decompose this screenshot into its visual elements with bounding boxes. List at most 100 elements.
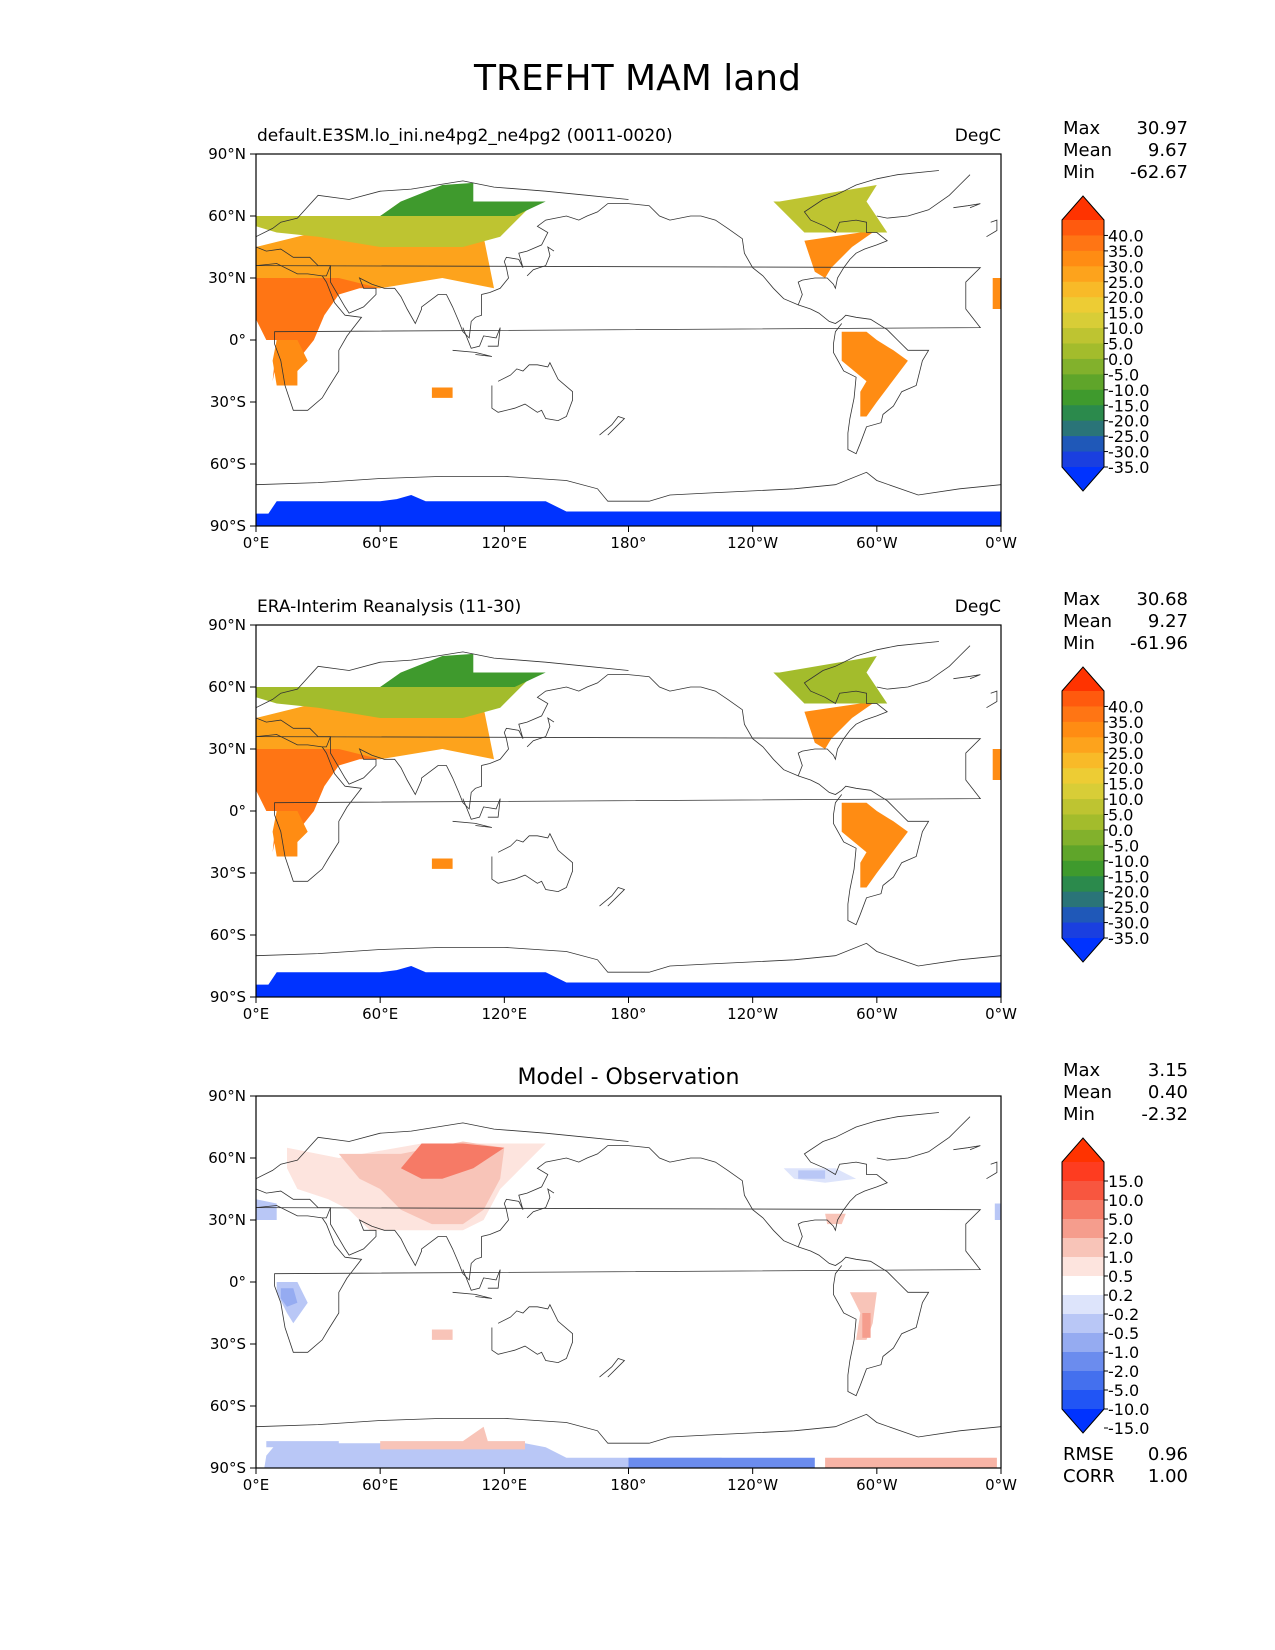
stats-block: Max 3.15 Mean 0.40 Min -2.32 RMSE 0.96 CORR 1.00 — [1063, 1060, 1188, 1487]
x-tick-label: 120°W — [727, 1476, 778, 1494]
colorbar-tick-label: -15.0 — [1108, 1419, 1149, 1438]
colorbar-tick-label: 15.0 — [1108, 304, 1144, 323]
colorbar-swatch — [1062, 328, 1104, 345]
colorbar-extend-min — [1062, 467, 1104, 491]
colorbar-swatch — [1062, 358, 1104, 375]
y-tick-label: 60°S — [210, 926, 246, 944]
colorbar-swatch — [1062, 281, 1104, 298]
x-tick-label: 60°W — [856, 1005, 898, 1023]
stat-max-value: 30.68 — [1136, 589, 1188, 610]
colorbar-tick-label: 2.0 — [1108, 1229, 1133, 1248]
colorbar-tick-label: -20.0 — [1108, 412, 1149, 431]
x-tick-label: 180° — [610, 1476, 646, 1494]
coastline — [599, 1358, 626, 1378]
coastline — [256, 1413, 1001, 1444]
colorbar-swatch — [1062, 706, 1104, 723]
coastline — [462, 327, 501, 349]
y-tick-label: 30°S — [210, 393, 246, 411]
map-field — [256, 1096, 1001, 1468]
colorbar-swatch — [1062, 312, 1104, 329]
coastline — [330, 203, 629, 339]
coastline — [256, 1122, 629, 1180]
field-region — [841, 329, 908, 417]
colorbar-swatch — [1062, 907, 1104, 924]
colorbar-swatch — [1062, 266, 1104, 283]
y-tick-label: 30°N — [208, 1211, 246, 1229]
coastline — [491, 1303, 573, 1364]
field-region — [256, 495, 1001, 526]
colorbar-tick-label: -5.0 — [1108, 836, 1139, 855]
colorbar-tick-label: 15.0 — [1108, 1172, 1144, 1191]
coastline — [628, 674, 930, 926]
coastline — [526, 246, 555, 277]
colorbar-swatch — [1062, 436, 1104, 453]
coastline — [953, 1145, 981, 1151]
colorbar-tick-label: 30.0 — [1108, 257, 1144, 276]
x-tick-label: 120°E — [482, 1005, 528, 1023]
colorbar-swatch — [1062, 1371, 1104, 1391]
coastline — [599, 416, 626, 436]
field-region — [272, 340, 308, 386]
stat-rmse-label: RMSE — [1063, 1444, 1114, 1465]
colorbar-swatch — [1062, 922, 1104, 939]
colorbar-swatch — [1062, 876, 1104, 893]
stat-min-label: Min — [1063, 1104, 1095, 1125]
x-tick-label: 0°W — [985, 1005, 1017, 1023]
stat-mean-value: 9.67 — [1148, 140, 1188, 161]
colorbar-tick-label: -25.0 — [1108, 427, 1149, 446]
coastline — [797, 641, 939, 777]
colorbar-tick-label: 40.0 — [1108, 697, 1144, 716]
map-ocean — [256, 625, 1001, 997]
stat-mean-value: 0.40 — [1148, 1082, 1188, 1103]
colorbar-swatch — [1062, 343, 1104, 360]
colorbar-tick-label: 5.0 — [1108, 335, 1133, 354]
colorbar-swatch — [1062, 297, 1104, 314]
panel-units: DegC — [955, 597, 1001, 617]
coastline — [986, 1161, 998, 1180]
x-tick-label: 60°E — [362, 1005, 398, 1023]
colorbar-tick-label: 40.0 — [1108, 226, 1144, 245]
colorbar-swatch — [1062, 1238, 1104, 1258]
y-tick-label: 30°S — [210, 864, 246, 882]
colorbar-tick-label: -10.0 — [1108, 1400, 1149, 1419]
field-region — [256, 966, 1001, 997]
colorbar-tick-label: -1.0 — [1108, 1343, 1139, 1362]
colorbar-swatch — [1062, 1333, 1104, 1353]
panel-units: DegC — [955, 126, 1001, 146]
x-tick-label: 0°E — [243, 1476, 270, 1494]
field-region — [992, 278, 1001, 309]
y-tick-label: 30°N — [208, 740, 246, 758]
field-region — [380, 653, 546, 687]
stat-mean-label: Mean — [1063, 611, 1112, 632]
coastline — [491, 832, 573, 893]
field-region — [431, 387, 453, 398]
colorbar-tick-label: 30.0 — [1108, 728, 1144, 747]
stat-max-value: 30.97 — [1136, 118, 1188, 139]
coastline — [876, 1116, 971, 1161]
colorbar-swatch — [1062, 1390, 1104, 1410]
colorbar-tick-label: 15.0 — [1108, 775, 1144, 794]
y-tick-label: 30°N — [208, 269, 246, 287]
colorbar-swatch — [1062, 405, 1104, 422]
coastline — [628, 203, 930, 455]
coastline — [986, 690, 998, 709]
colorbar-tick-label: 5.0 — [1108, 1210, 1133, 1229]
field-region — [994, 1203, 1001, 1220]
x-tick-label: 0°W — [985, 1476, 1017, 1494]
x-tick-label: 0°E — [243, 1005, 270, 1023]
x-tick-label: 120°W — [727, 1005, 778, 1023]
field-region — [804, 232, 873, 278]
colorbar-swatch — [1062, 1276, 1104, 1296]
colorbar-swatch — [1062, 783, 1104, 800]
colorbar-swatch — [1062, 1162, 1104, 1182]
colorbar-swatch — [1062, 737, 1104, 754]
y-tick-label: 0° — [229, 1273, 246, 1291]
field-region — [256, 1443, 722, 1468]
colorbar-swatch — [1062, 721, 1104, 738]
colorbar-swatch — [1062, 829, 1104, 846]
colorbar-swatch — [1062, 250, 1104, 267]
colorbar-tick-label: 1.0 — [1108, 1248, 1133, 1267]
panel-title: ERA-Interim Reanalysis (11-30) — [257, 597, 521, 617]
y-tick-label: 90°N — [208, 1087, 246, 1105]
